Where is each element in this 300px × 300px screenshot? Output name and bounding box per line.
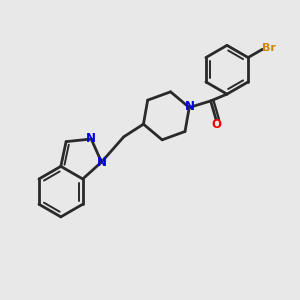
Text: N: N bbox=[97, 156, 106, 169]
Text: O: O bbox=[212, 118, 222, 131]
Text: N: N bbox=[185, 100, 195, 113]
Text: Br: Br bbox=[262, 43, 276, 52]
Text: N: N bbox=[86, 133, 96, 146]
